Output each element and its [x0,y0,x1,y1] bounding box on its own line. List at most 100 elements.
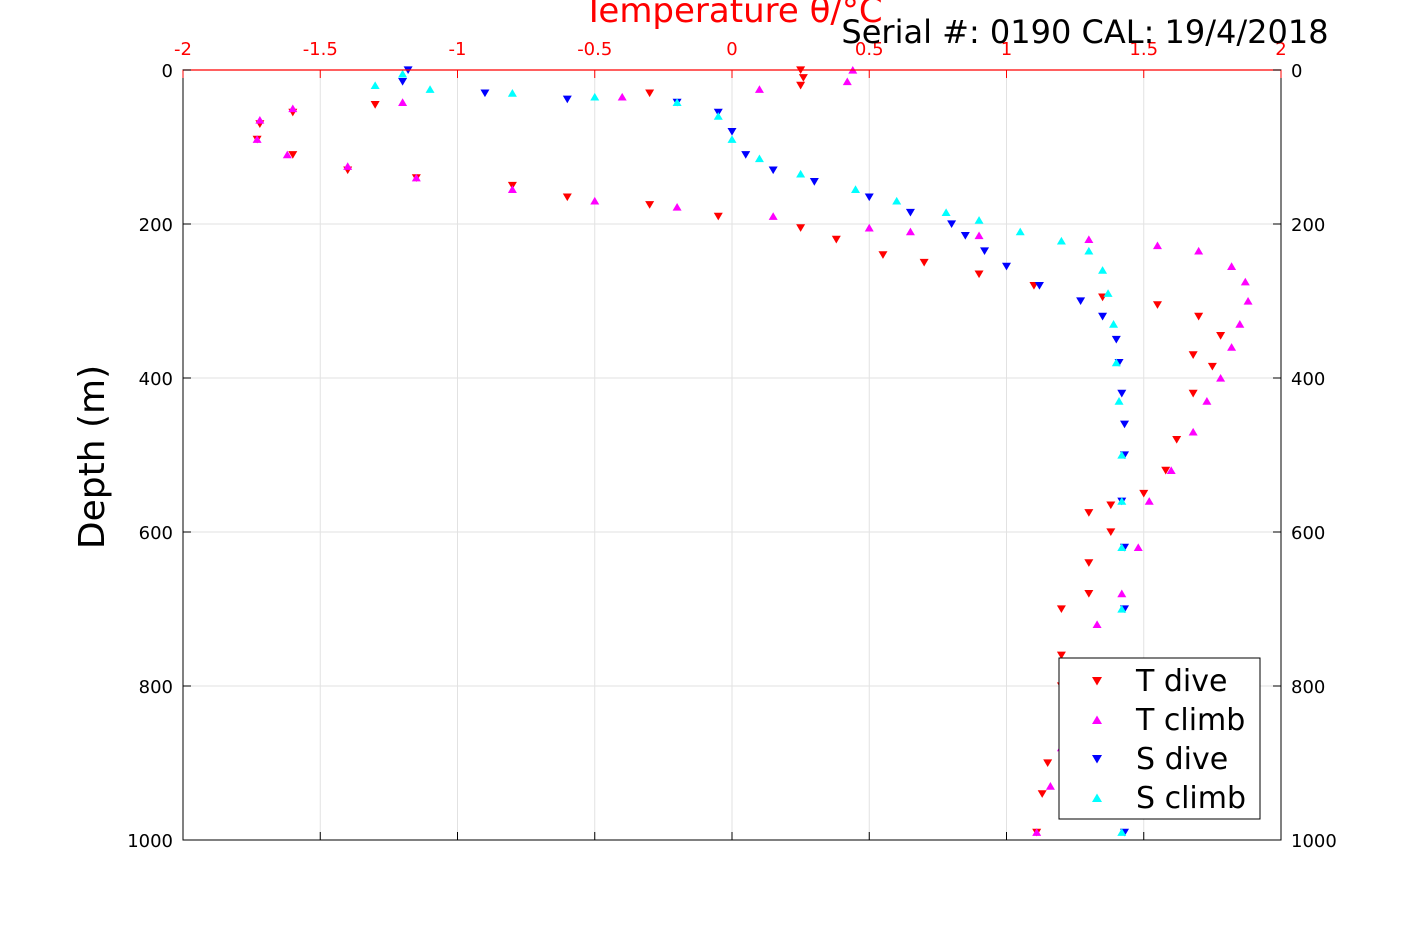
x-tick-label: 0 [726,39,737,60]
data-point [1152,241,1162,250]
data-point [864,193,874,202]
data-point [1194,312,1204,321]
data-point [343,162,353,170]
data-point [980,247,990,255]
data-point [1084,509,1094,517]
data-point [1056,236,1066,245]
data-point [892,196,902,205]
data-point [919,258,929,267]
y-axis-title: Depth (m) [72,365,113,549]
data-point [590,92,600,101]
x-tick-label: -1.5 [303,39,338,60]
data-point [1188,351,1198,359]
legend-marker [1092,755,1102,764]
data-point [1106,501,1116,510]
data-point [398,69,408,78]
data-point [905,208,915,217]
data-point [974,216,984,224]
y-tick-label-right: 200 [1291,215,1325,236]
data-point [974,231,984,240]
data-point [1117,450,1127,459]
data-point [507,89,517,97]
data-point [1207,362,1217,371]
y-tick-label-left: 400 [139,369,173,390]
data-point [741,151,751,159]
data-point [727,128,737,136]
data-point [617,92,627,101]
data-point [1139,489,1149,498]
data-point [1117,389,1127,398]
data-point [1188,389,1198,398]
data-point [947,220,957,229]
x-tick-label: 1.5 [1129,39,1158,60]
data-point [1111,358,1121,367]
x-tick-label: 1 [1001,39,1012,60]
data-point [1084,235,1094,243]
legend-label: T climb [1135,703,1245,738]
y-tick-label-right: 1000 [1291,831,1337,852]
x-tick-label: -0.5 [577,39,612,60]
legend-marker [1092,793,1102,802]
data-point [1235,320,1245,328]
data-point [252,135,262,143]
data-point [1117,497,1127,505]
data-point [1133,543,1143,551]
data-point [960,231,970,240]
data-point [1098,266,1108,274]
points-layer [252,65,1253,837]
data-point [1037,790,1047,798]
data-point [645,89,655,98]
data-point [507,185,517,193]
data-point [1056,651,1066,660]
top-axis-title: Temperature θ/°C [582,0,882,31]
data-point [590,196,600,205]
y-tick-label-left: 800 [139,677,173,698]
data-point [480,89,490,98]
data-point [1056,605,1066,614]
data-point [1076,297,1086,306]
y-tick-label-left: 200 [139,215,173,236]
data-point [713,112,723,120]
data-point [1098,312,1108,321]
data-point [1161,466,1171,475]
data-point [941,208,951,217]
data-point [798,74,808,82]
data-point [1084,590,1094,598]
data-point [1240,277,1250,286]
data-point [1117,604,1127,613]
y-tick-label-right: 400 [1291,369,1325,390]
data-point [672,203,682,211]
data-point [842,77,852,86]
data-point [1117,543,1127,551]
legend: T dive T climb S dive S climb [1058,657,1261,820]
chart-title: Serial #: 0190 CAL: 19/4/2018 [841,13,1328,51]
data-point [425,85,435,93]
legend-label: S dive [1136,742,1228,777]
data-point [864,223,874,232]
data-point [370,81,380,89]
y-tick-label-right: 800 [1291,677,1325,698]
data-point [1216,332,1226,340]
data-point [796,169,806,178]
y-tick-label-left: 600 [139,523,173,544]
y-tick-label-left: 0 [162,61,173,82]
data-point [1216,373,1226,382]
data-point [411,173,421,182]
data-point [796,81,806,90]
data-point [1202,397,1212,405]
data-point [1120,420,1130,429]
data-point [831,235,841,244]
y-tick-label-right: 0 [1291,61,1302,82]
legend-box [1058,657,1261,820]
data-point [1032,828,1042,836]
data-point [1106,528,1116,537]
data-point [398,77,408,86]
data-point [370,101,380,109]
data-point [1227,262,1237,270]
y-tick-label-right: 600 [1291,523,1325,544]
legend-label: T dive [1135,664,1227,699]
data-point [754,85,764,93]
y-tick-label-left: 1000 [127,831,173,852]
x-tick-label: -2 [174,39,192,60]
